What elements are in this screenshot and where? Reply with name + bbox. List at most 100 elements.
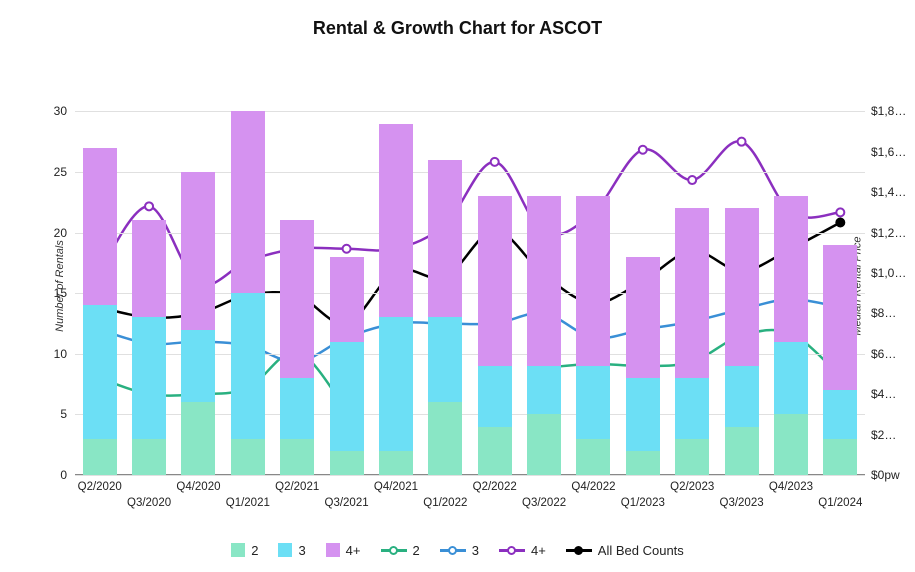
bar-segment-b2 — [181, 402, 215, 475]
bar-segment-b3 — [231, 293, 265, 438]
grid-line — [75, 111, 865, 112]
legend: 2 3 4+ 2 3 4+ All Bed Counts — [0, 543, 915, 561]
category-label: Q2/2020 — [78, 481, 122, 493]
bar-segment-b3 — [774, 342, 808, 415]
bar-segment-b2 — [379, 451, 413, 475]
bar-segment-b3 — [379, 317, 413, 450]
category-label: Q4/2022 — [571, 481, 615, 493]
bar-segment-b2 — [725, 427, 759, 475]
category-label: Q1/2021 — [226, 497, 270, 509]
y-right-tick: $1,6… — [871, 145, 906, 159]
bar-segment-b3 — [527, 366, 561, 414]
category-label: Q4/2020 — [176, 481, 220, 493]
chart-container: Rental & Growth Chart for ASCOT Number o… — [0, 0, 915, 572]
bar-segment-b2 — [823, 439, 857, 475]
line-marker-l4 — [688, 176, 696, 184]
bar-segment-b2 — [774, 414, 808, 475]
legend-item: 3 — [440, 543, 479, 558]
bar-segment-b2 — [330, 451, 364, 475]
legend-swatch — [381, 543, 407, 557]
bar-segment-b4 — [576, 196, 610, 366]
line-marker-l4 — [738, 138, 746, 146]
y-left-tick: 10 — [54, 347, 67, 361]
y-right-tick: $4… — [871, 387, 896, 401]
legend-label: 2 — [413, 543, 420, 558]
legend-label: All Bed Counts — [598, 543, 684, 558]
category-label: Q3/2022 — [522, 497, 566, 509]
legend-item: 4+ — [326, 543, 361, 558]
y-right-tick: $1,0… — [871, 266, 906, 280]
category-label: Q2/2022 — [473, 481, 517, 493]
bar-segment-b2 — [132, 439, 166, 475]
bar-segment-b3 — [823, 390, 857, 438]
bar-segment-b3 — [330, 342, 364, 451]
bar-segment-b3 — [280, 378, 314, 439]
bar-segment-b2 — [527, 414, 561, 475]
y-right-tick: $6… — [871, 347, 896, 361]
category-label: Q2/2023 — [670, 481, 714, 493]
bar-segment-b3 — [675, 378, 709, 439]
bar-segment-b2 — [428, 402, 462, 475]
legend-item: 4+ — [499, 543, 546, 558]
bar-segment-b4 — [231, 111, 265, 293]
category-label: Q3/2023 — [720, 497, 764, 509]
bar-segment-b3 — [83, 305, 117, 438]
bar-segment-b4 — [675, 208, 709, 378]
chart-title: Rental & Growth Chart for ASCOT — [0, 18, 915, 39]
y-left-tick: 0 — [60, 468, 67, 482]
line-marker-l4 — [343, 245, 351, 253]
bar-segment-b4 — [83, 148, 117, 306]
bar-segment-b4 — [181, 172, 215, 330]
bar-segment-b4 — [280, 220, 314, 378]
legend-label: 3 — [472, 543, 479, 558]
category-label: Q3/2020 — [127, 497, 171, 509]
y-left-tick: 20 — [54, 226, 67, 240]
category-label: Q2/2021 — [275, 481, 319, 493]
category-label: Q4/2023 — [769, 481, 813, 493]
bar-segment-b2 — [231, 439, 265, 475]
legend-label: 2 — [251, 543, 258, 558]
bar-segment-b4 — [725, 208, 759, 366]
bar-segment-b2 — [478, 427, 512, 475]
y-left-tick: 15 — [54, 286, 67, 300]
bar-segment-b4 — [774, 196, 808, 341]
legend-swatch — [499, 543, 525, 557]
bar-segment-b3 — [428, 317, 462, 402]
bar-segment-b2 — [626, 451, 660, 475]
y-right-tick: $1,8… — [871, 104, 906, 118]
bar-segment-b3 — [626, 378, 660, 451]
bar-segment-b4 — [478, 196, 512, 366]
y-right-tick: $1,2… — [871, 226, 906, 240]
plot-area: 051015202530$0pw$2…$4…$6…$8…$1,0…$1,2…$1… — [75, 75, 865, 475]
y-right-tick: $2… — [871, 428, 896, 442]
category-label: Q1/2024 — [818, 497, 862, 509]
y-right-tick: $8… — [871, 306, 896, 320]
line-marker-l4 — [145, 202, 153, 210]
bar-segment-b4 — [379, 124, 413, 318]
bar-segment-b2 — [280, 439, 314, 475]
legend-item: 2 — [381, 543, 420, 558]
bar-segment-b3 — [181, 330, 215, 403]
legend-label: 4+ — [531, 543, 546, 558]
bar-segment-b2 — [83, 439, 117, 475]
bar-segment-b2 — [675, 439, 709, 475]
line-marker-l4 — [639, 146, 647, 154]
category-label: Q1/2022 — [423, 497, 467, 509]
legend-swatch — [326, 543, 340, 557]
legend-swatch — [440, 543, 466, 557]
bar-segment-b4 — [132, 220, 166, 317]
line-marker-l4 — [491, 158, 499, 166]
line-marker-l4 — [836, 208, 844, 216]
legend-swatch — [566, 543, 592, 557]
bar-segment-b4 — [428, 160, 462, 318]
bar-segment-b3 — [725, 366, 759, 427]
bar-segment-b4 — [626, 257, 660, 378]
y-left-tick: 5 — [60, 407, 67, 421]
bar-segment-b4 — [823, 245, 857, 390]
y-left-tick: 30 — [54, 104, 67, 118]
y-left-tick: 25 — [54, 165, 67, 179]
legend-item: All Bed Counts — [566, 543, 684, 558]
legend-item: 2 — [231, 543, 258, 558]
legend-label: 3 — [298, 543, 305, 558]
y-right-tick: $1,4… — [871, 185, 906, 199]
